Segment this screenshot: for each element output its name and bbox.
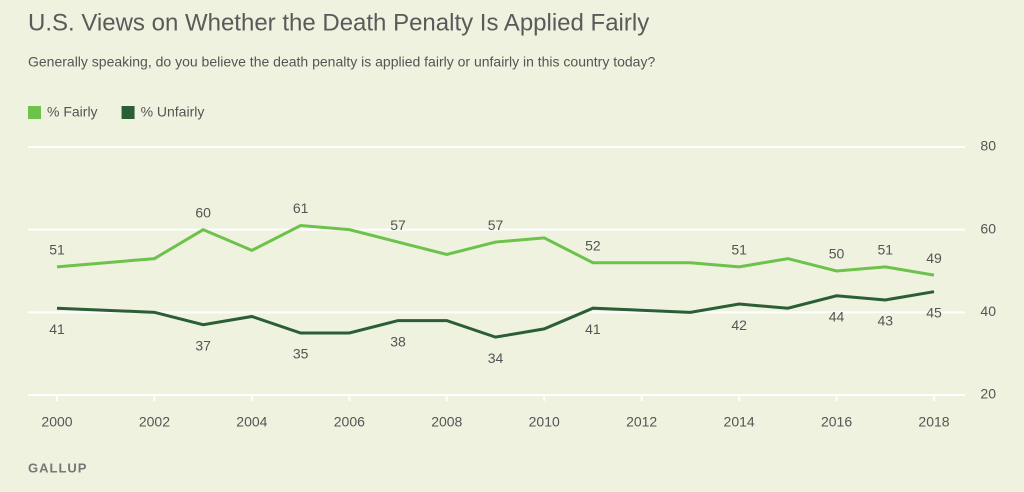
data-label: 51	[731, 242, 747, 258]
data-label: 51	[49, 242, 65, 258]
x-tick-label: 2018	[918, 414, 949, 430]
y-tick-label: 40	[980, 303, 996, 319]
x-tick-label: 2012	[626, 414, 657, 430]
data-label: 44	[829, 309, 845, 325]
data-label: 57	[390, 217, 406, 233]
data-label: 41	[49, 321, 65, 337]
y-tick-label: 60	[980, 220, 996, 236]
legend-label: % Unfairly	[141, 104, 205, 120]
legend-swatch	[121, 106, 135, 119]
data-label: 51	[877, 242, 893, 258]
x-tick-label: 2000	[41, 414, 72, 430]
data-label: 37	[195, 337, 211, 353]
data-label: 60	[195, 204, 211, 220]
source: GALLUP	[28, 460, 87, 475]
data-label: 38	[390, 333, 406, 349]
y-tick-label: 80	[980, 138, 996, 154]
data-label: 45	[926, 304, 942, 320]
legend-label: % Fairly	[47, 104, 98, 120]
legend-swatch	[28, 106, 41, 119]
data-label: 35	[293, 346, 309, 362]
data-label: 43	[877, 313, 893, 329]
x-tick-label: 2004	[236, 414, 267, 430]
line-series	[56, 224, 935, 277]
chart-title: U.S. Views on Whether the Death Penalty …	[28, 9, 649, 36]
data-label: 49	[926, 250, 942, 266]
x-tick-label: 2010	[529, 414, 560, 430]
line-series	[56, 290, 935, 339]
data-label: 41	[585, 321, 601, 337]
x-tick-label: 2002	[139, 414, 170, 430]
data-label: 34	[488, 350, 504, 366]
y-tick-label: 20	[980, 386, 996, 402]
x-tick-label: 2016	[821, 414, 852, 430]
x-tick-label: 2006	[334, 414, 365, 430]
x-tick-label: 2014	[724, 414, 755, 430]
data-label: 50	[829, 246, 845, 262]
x-tick-label: 2008	[431, 414, 462, 430]
data-label: 61	[293, 200, 309, 216]
data-label: 57	[488, 217, 504, 233]
chart-subtitle: Generally speaking, do you believe the d…	[28, 54, 655, 70]
data-label: 52	[585, 237, 601, 253]
data-label: 42	[731, 317, 747, 333]
